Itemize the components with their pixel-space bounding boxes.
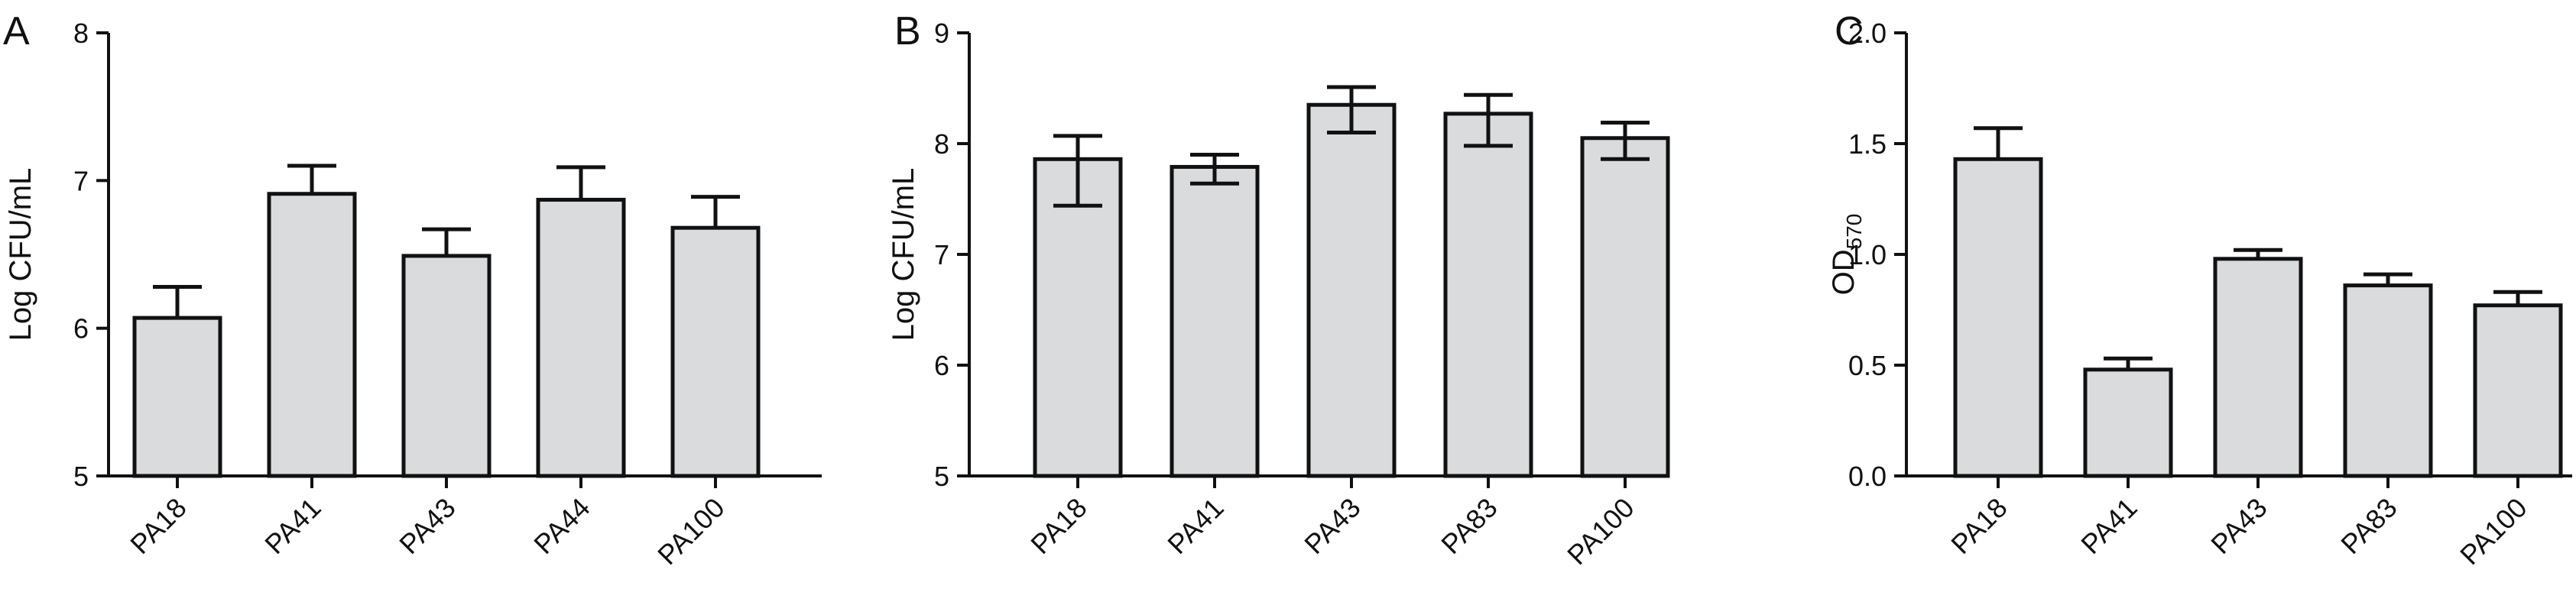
- bar: [1580, 136, 1670, 478]
- bar: [2343, 283, 2433, 478]
- y-tick-label: 0.0: [1848, 461, 1887, 492]
- y-tick-label: 7: [73, 165, 89, 196]
- panel-label: A: [3, 9, 30, 53]
- bar: [2213, 257, 2303, 478]
- y-tick-label: 6: [73, 313, 89, 345]
- bar: [2083, 367, 2173, 478]
- y-tick-label: 8: [73, 18, 89, 49]
- y-tick-label: 0.5: [1848, 350, 1887, 381]
- bar: [1033, 157, 1123, 478]
- x-tick-label: PA41: [1161, 492, 1229, 560]
- x-tick-label: PA83: [1435, 492, 1503, 560]
- y-axis-label-main: OD: [1827, 249, 1861, 295]
- y-axis-label-main: Log CFU/mL: [887, 168, 920, 341]
- bar: [670, 225, 761, 478]
- bar: [1170, 164, 1260, 478]
- y-tick-label: 5: [934, 461, 949, 492]
- y-tick-label: 7: [934, 239, 949, 270]
- y-tick-label: 8: [934, 128, 949, 160]
- y-tick-label: 6: [934, 350, 949, 381]
- y-axis-label: Log CFU/mL: [887, 168, 920, 341]
- y-tick-label: 9: [934, 18, 949, 49]
- y-tick-label: 1.5: [1848, 128, 1887, 160]
- y-tick-label: 5: [73, 461, 89, 492]
- bar: [2473, 303, 2563, 478]
- panel-label: C: [1835, 9, 1864, 53]
- x-tick-label: PA43: [393, 492, 461, 560]
- bar: [536, 197, 626, 478]
- bar: [267, 192, 357, 478]
- y-tick-label: 2.0: [1848, 18, 1887, 49]
- x-tick-label: PA41: [2075, 492, 2143, 560]
- y-axis-label: Log CFU/mL: [4, 168, 37, 341]
- x-tick-label: PA100: [651, 492, 731, 571]
- panel-label: B: [894, 9, 921, 53]
- x-tick-label: PA44: [527, 492, 595, 560]
- y-axis-label-sub: 570: [1842, 214, 1866, 250]
- bar: [1953, 157, 2043, 478]
- x-tick-label: PA100: [2454, 492, 2533, 571]
- x-tick-label: PA43: [2205, 492, 2273, 560]
- x-tick-label: PA18: [124, 492, 192, 560]
- bar: [401, 254, 492, 478]
- y-tick-label: 1.0: [1848, 239, 1887, 270]
- x-tick-label: PA83: [2334, 492, 2402, 560]
- x-tick-label: PA43: [1298, 492, 1366, 560]
- x-tick-label: PA41: [258, 492, 326, 560]
- x-tick-label: PA18: [1945, 492, 2013, 560]
- x-tick-label: PA100: [1561, 492, 1640, 571]
- y-axis-label-main: Log CFU/mL: [4, 168, 37, 341]
- bar: [132, 316, 222, 478]
- bar: [1443, 112, 1533, 478]
- x-tick-label: PA18: [1024, 492, 1092, 560]
- y-axis-label: OD570: [1827, 214, 1866, 296]
- bar: [1306, 102, 1397, 478]
